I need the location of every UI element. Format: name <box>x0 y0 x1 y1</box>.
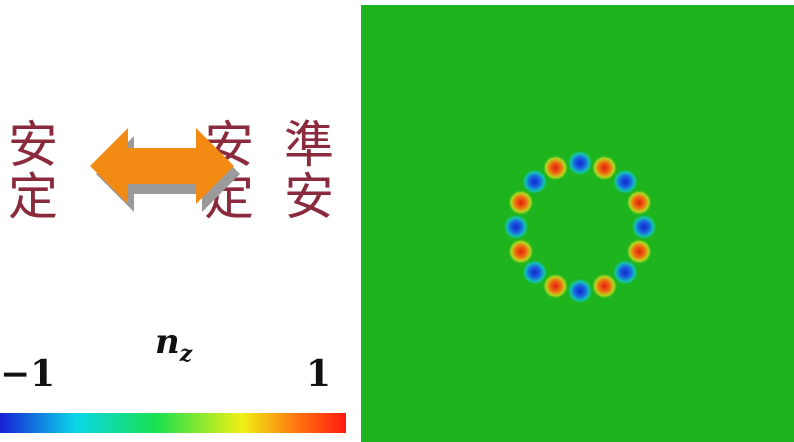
ring-dot-red <box>626 238 653 265</box>
colorbar <box>0 413 346 433</box>
ring-dot-blue <box>521 259 548 286</box>
ring-dot-red <box>542 154 569 181</box>
spin-texture-field <box>361 5 794 442</box>
double-arrow-icon <box>90 128 240 212</box>
ring-dot-blue <box>567 150 593 176</box>
skyrmion-ring <box>503 150 657 304</box>
field-background <box>361 5 794 442</box>
ring-dot-blue <box>521 168 548 195</box>
ring-dot-red <box>591 154 618 181</box>
nz-subscript: z <box>179 340 193 367</box>
ring-dot-red <box>591 273 618 300</box>
ring-dot-blue <box>503 214 529 240</box>
ring-dot-blue <box>567 278 593 304</box>
ring-dot-blue <box>612 259 639 286</box>
ring-dot-red <box>507 189 534 216</box>
ring-dot-blue <box>631 214 657 240</box>
arrow-body <box>90 128 234 204</box>
colorbar-max-label: 1 <box>306 353 332 395</box>
metastable-label: 準安 <box>276 118 334 222</box>
ring-dot-blue <box>612 168 639 195</box>
nz-symbol: n <box>155 322 180 362</box>
colorbar-title: nz <box>155 322 192 367</box>
ring-dot-red <box>507 238 534 265</box>
colorbar-min-label: −1 <box>0 353 56 395</box>
ring-dot-red <box>542 273 569 300</box>
stable-label-left: 安定 <box>0 118 58 222</box>
ring-dot-red <box>626 189 653 216</box>
